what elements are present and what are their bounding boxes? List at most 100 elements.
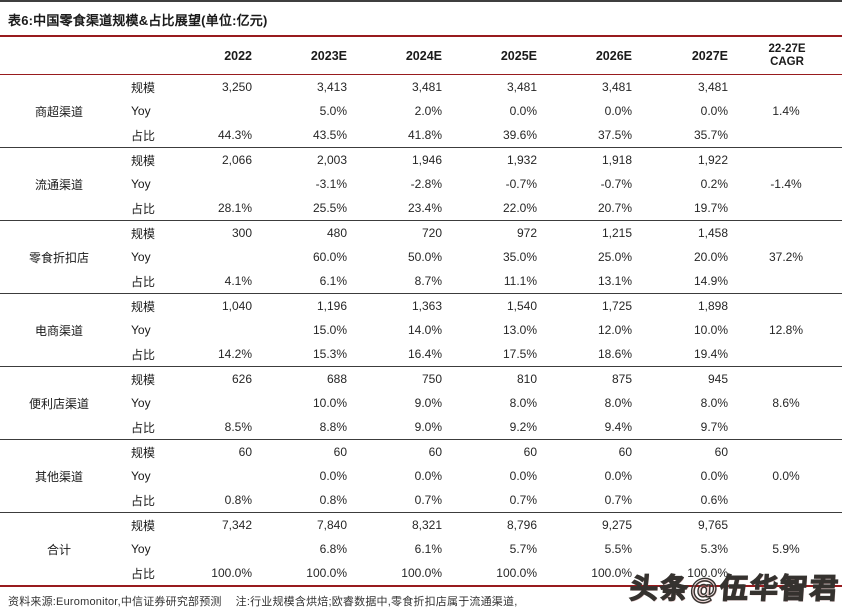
- data-cell: 43.5%: [312, 128, 347, 143]
- channel-name: 电商渠道: [0, 293, 118, 367]
- data-cell: 1,946: [357, 147, 452, 173]
- metric-label: 占比: [131, 566, 156, 581]
- data-cell: 9.2%: [509, 420, 537, 435]
- table-row: Yoy -3.1% -2.8% -0.7% -0.7% 0.2%: [0, 172, 842, 196]
- channel-data-table-wrap: 2022 2023E 2024E 2025E 2026E 2027E 22-27E CAGR…: [0, 37, 842, 588]
- data-cell: 3,481: [452, 74, 547, 100]
- channel-name: 合计: [0, 512, 118, 586]
- data-cell: 0.0%: [604, 469, 632, 484]
- data-cell: 0.0%: [700, 469, 728, 484]
- data-cell: 11.1%: [503, 274, 537, 289]
- table-row: 占比 100.0% 100.0% 100.0% 100.0% 100.0% 100.0%: [0, 561, 842, 585]
- note-text: 注:行业规模含烘焙;欧睿数据中,零食折扣店属于流通渠道,: [235, 596, 518, 609]
- data-cell: 15.3%: [312, 347, 347, 362]
- cagr-value: 1.4%: [738, 74, 842, 148]
- data-cell: 8.5%: [224, 420, 252, 435]
- data-cell: 19.4%: [693, 347, 728, 362]
- data-cell: 6.1%: [414, 542, 442, 557]
- data-cell: 720: [357, 220, 452, 246]
- data-cell: 1,932: [452, 147, 547, 173]
- data-cell: [168, 537, 262, 561]
- table-row: Yoy 10.0% 9.0% 8.0% 8.0% 8.0%: [0, 391, 842, 415]
- data-cell: 60: [262, 439, 357, 465]
- data-cell: 20.7%: [597, 201, 632, 216]
- data-cell: 6.8%: [319, 542, 347, 557]
- table-row: 电商渠道 规模 1,040 1,196 1,363 1,540 1,725 1,898 12.8…: [0, 293, 842, 367]
- data-cell: 8.0%: [604, 396, 632, 411]
- data-cell: 4.1%: [224, 274, 252, 289]
- data-cell: 10.0%: [693, 323, 728, 338]
- data-cell: 3,413: [262, 74, 357, 100]
- table-row: 占比 4.1% 6.1% 8.7% 11.1% 13.1% 14.9%: [0, 269, 842, 294]
- data-cell: 0.8%: [319, 493, 347, 508]
- metric-label: Yoy: [131, 542, 151, 557]
- metric-label: 占比: [131, 493, 156, 508]
- data-cell: 9,765: [642, 512, 738, 538]
- data-cell: 3,250: [168, 74, 262, 100]
- data-cell: -2.8%: [410, 177, 442, 192]
- data-cell: 100.0%: [211, 566, 252, 581]
- cagr-value: 8.6%: [738, 366, 842, 440]
- header-metric-blank: [118, 37, 168, 76]
- data-cell: 1,363: [357, 293, 452, 319]
- data-cell: 60: [452, 439, 547, 465]
- data-cell: 1,458: [642, 220, 738, 246]
- metric-label: 规模: [118, 439, 168, 465]
- table-row: 零食折扣店 规模 300 480 720 972 1,215 1,458 37.2%: [0, 220, 842, 294]
- data-cell: 100.0%: [401, 566, 442, 581]
- data-cell: 1,725: [547, 293, 642, 319]
- data-cell: 14.0%: [407, 323, 442, 338]
- header-year: 2026E: [547, 37, 642, 76]
- table-row: Yoy 60.0% 50.0% 35.0% 25.0% 20.0%: [0, 245, 842, 269]
- table-row: Yoy 6.8% 6.1% 5.7% 5.5% 5.3%: [0, 537, 842, 561]
- data-cell: 5.7%: [509, 542, 537, 557]
- metric-label: Yoy: [131, 104, 151, 119]
- data-cell: 1,922: [642, 147, 738, 173]
- data-cell: 28.1%: [217, 201, 252, 216]
- metric-label: Yoy: [131, 469, 151, 484]
- data-cell: 810: [452, 366, 547, 392]
- data-cell: 8.7%: [414, 274, 442, 289]
- data-cell: 37.5%: [597, 128, 632, 143]
- data-cell: 20.0%: [693, 250, 728, 265]
- data-cell: 0.0%: [509, 469, 537, 484]
- metric-label: 占比: [131, 347, 156, 362]
- data-cell: 7,342: [168, 512, 262, 538]
- data-cell: 10.0%: [312, 396, 347, 411]
- data-cell: 0.7%: [414, 493, 442, 508]
- metric-label: 规模: [118, 147, 168, 173]
- data-cell: 2,003: [262, 147, 357, 173]
- data-cell: 2,066: [168, 147, 262, 173]
- header-year: 2022: [168, 37, 262, 76]
- data-cell: 8.8%: [319, 420, 347, 435]
- data-cell: [168, 245, 262, 269]
- data-cell: 9,275: [547, 512, 642, 538]
- data-cell: 8.0%: [509, 396, 537, 411]
- metric-label: 规模: [118, 220, 168, 246]
- channel-name: 便利店渠道: [0, 366, 118, 440]
- data-cell: [168, 172, 262, 196]
- data-cell: 626: [168, 366, 262, 392]
- data-cell: 41.8%: [407, 128, 442, 143]
- data-cell: 1,540: [452, 293, 547, 319]
- table-row: 流通渠道 规模 2,066 2,003 1,946 1,932 1,918 1,922 -1.4…: [0, 147, 842, 221]
- data-cell: 3,481: [357, 74, 452, 100]
- metric-label: 占比: [131, 201, 156, 216]
- table-row: Yoy 0.0% 0.0% 0.0% 0.0% 0.0%: [0, 464, 842, 488]
- metric-label: Yoy: [131, 323, 151, 338]
- data-cell: 60: [357, 439, 452, 465]
- data-cell: [168, 391, 262, 415]
- data-cell: [168, 318, 262, 342]
- data-cell: 8,796: [452, 512, 547, 538]
- data-cell: 3,481: [642, 74, 738, 100]
- data-cell: 39.6%: [502, 128, 537, 143]
- table-row: 占比 0.8% 0.8% 0.7% 0.7% 0.7% 0.6%: [0, 488, 842, 513]
- data-cell: 17.5%: [502, 347, 537, 362]
- data-cell: 25.5%: [312, 201, 347, 216]
- table-title: 表6:中国零食渠道规模&占比展望(单位:亿元): [8, 13, 268, 28]
- data-cell: 13.1%: [597, 274, 632, 289]
- data-cell: 35.7%: [693, 128, 728, 143]
- data-cell: 16.4%: [407, 347, 442, 362]
- data-cell: 0.0%: [414, 469, 442, 484]
